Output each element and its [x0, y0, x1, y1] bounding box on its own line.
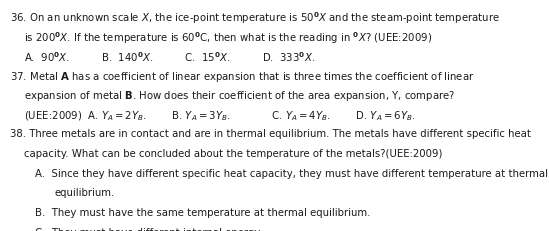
Text: 38. Three metals are in contact and are in thermal equilibrium. The metals have : 38. Three metals are in contact and are …	[10, 128, 531, 138]
Text: (UEE:2009)  A. $Y_A = 2Y_B$.        B. $Y_A = 3Y_B$.             C. $Y_A = 4Y_B$: (UEE:2009) A. $Y_A = 2Y_B$. B. $Y_A = 3Y…	[24, 109, 416, 122]
Text: B.  They must have the same temperature at thermal equilibrium.: B. They must have the same temperature a…	[35, 207, 371, 217]
Text: is 200$^{\mathbf{0}}$$\mathit{X}$. If the temperature is 60$^{\mathbf{0}}$C, the: is 200$^{\mathbf{0}}$$\mathit{X}$. If th…	[24, 30, 433, 46]
Text: C.  They must have different internal energy.: C. They must have different internal ene…	[35, 227, 262, 231]
Text: capacity. What can be concluded about the temperature of the metals?(UEE:2009): capacity. What can be concluded about th…	[24, 148, 443, 158]
Text: A.  Since they have different specific heat capacity, they must have different t: A. Since they have different specific he…	[35, 168, 548, 178]
Text: 36. On an unknown scale $\mathit{X}$, the ice-point temperature is 50$^{\mathbf{: 36. On an unknown scale $\mathit{X}$, th…	[10, 10, 500, 26]
Text: 37. Metal $\mathbf{A}$ has a coefficient of linear expansion that is three times: 37. Metal $\mathbf{A}$ has a coefficient…	[10, 69, 474, 83]
Text: expansion of metal $\mathbf{B}$. How does their coefficient of the area expansio: expansion of metal $\mathbf{B}$. How doe…	[24, 89, 456, 103]
Text: equilibrium.: equilibrium.	[55, 188, 115, 198]
Text: A.  90$^{\mathbf{0}}$$\mathit{X}$.          B.  140$^{\mathbf{0}}$$\mathit{X}$. : A. 90$^{\mathbf{0}}$$\mathit{X}$. B. 140…	[24, 50, 316, 63]
